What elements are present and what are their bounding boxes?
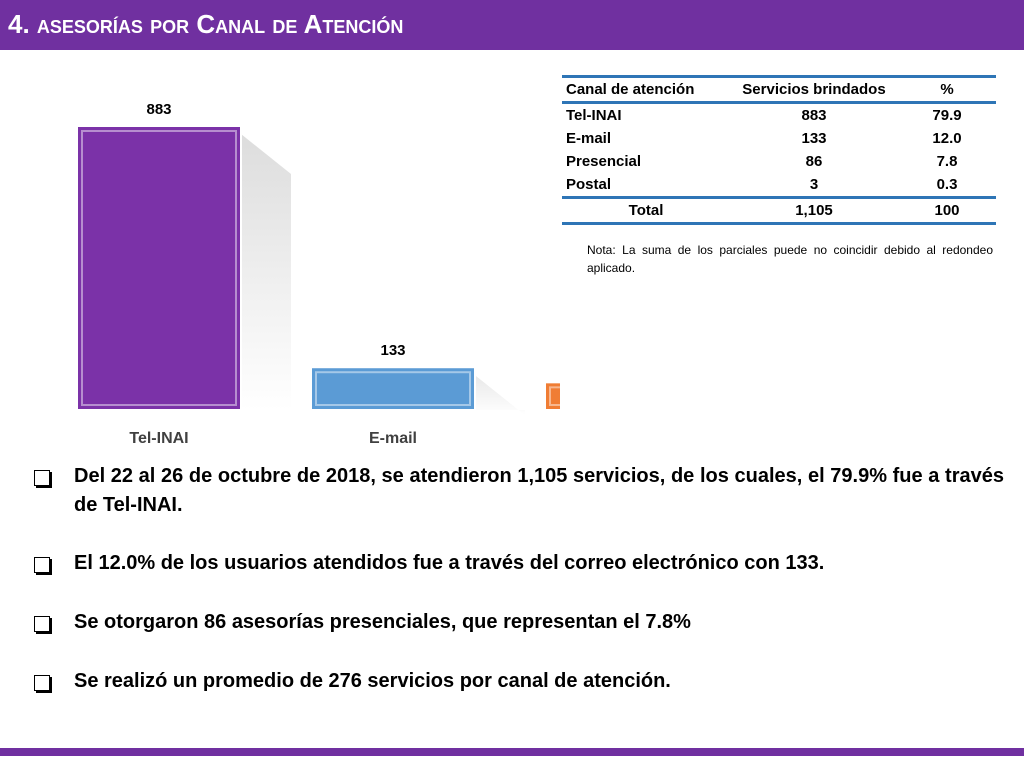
- category-label: E-mail: [369, 430, 417, 447]
- table-cell: Tel-INAI: [566, 107, 622, 124]
- bullet-text: Se realizó un promedio de 276 servicios …: [74, 670, 671, 692]
- bar-bevel: [81, 130, 237, 406]
- checkbox-bullet-icon: [34, 470, 50, 486]
- data-table: Canal de atención Servicios brindados % …: [562, 75, 996, 225]
- checkbox-bullet-icon: [34, 616, 50, 632]
- list-item: Se otorgaron 86 asesorías presenciales, …: [34, 608, 1004, 637]
- table-cell: 883: [801, 107, 827, 124]
- bar-shadow: [475, 375, 525, 416]
- table-header: Canal de atención: [566, 81, 695, 98]
- table-cell: 12.0: [932, 130, 962, 147]
- bullet-text: Se otorgaron 86 asesorías presenciales, …: [74, 611, 691, 633]
- table-header: Servicios brindados: [742, 81, 886, 98]
- table-cell: 133: [801, 130, 827, 147]
- table-cell: 86: [805, 153, 823, 170]
- table-cell: 1,105: [795, 202, 833, 219]
- table-row: Tel-INAI 883 79.9: [562, 103, 996, 128]
- bullet-text: El 12.0% de los usuarios atendidos fue a…: [74, 552, 825, 574]
- data-label: 883: [146, 101, 171, 118]
- data-label: 133: [380, 342, 405, 359]
- bar-tel-inai: [76, 125, 242, 411]
- table-cell: Postal: [566, 176, 612, 193]
- table-row: E-mail 133 12.0: [562, 127, 996, 150]
- table-cell: 3: [809, 176, 819, 193]
- bar-e-mail: [310, 366, 476, 412]
- bullet-text: Del 22 al 26 de octubre de 2018, se aten…: [74, 465, 1004, 516]
- page-title: 4. asesorías por Canal de Atención: [8, 9, 404, 39]
- table-cell: Total: [628, 202, 664, 219]
- table-cell: 0.3: [936, 176, 958, 193]
- bar-shadow: [241, 134, 291, 410]
- list-item: Del 22 al 26 de octubre de 2018, se aten…: [34, 462, 1004, 520]
- table-row: Postal 3 0.3: [562, 173, 996, 198]
- checkbox-bullet-icon: [34, 557, 50, 573]
- bottom-bar: [0, 748, 1024, 756]
- checkbox-bullet-icon: [34, 675, 50, 691]
- bar-bevel: [315, 371, 471, 407]
- list-item: Se realizó un promedio de 276 servicios …: [34, 667, 1004, 696]
- table-cell: 79.9: [932, 107, 962, 124]
- table-cell: E-mail: [566, 130, 612, 147]
- bullet-list: Del 22 al 26 de octubre de 2018, se aten…: [34, 462, 1004, 726]
- bar-presencial: [544, 381, 560, 412]
- table-header-row: Canal de atención Servicios brindados %: [562, 76, 996, 103]
- table-total-row: Total 1,105 100: [562, 197, 996, 224]
- category-label: Tel-INAI: [129, 430, 188, 447]
- table-header: %: [940, 81, 954, 98]
- list-item: El 12.0% de los usuarios atendidos fue a…: [34, 549, 1004, 578]
- table-cell: Presencial: [566, 153, 642, 170]
- table-row: Presencial 86 7.8: [562, 150, 996, 173]
- bar-bevel: [549, 386, 560, 407]
- table-cell: 7.8: [936, 153, 958, 170]
- table-note: Nota: La suma de los parciales puede no …: [587, 243, 993, 275]
- table-cell: 100: [934, 202, 960, 219]
- title-bar: 4. asesorías por Canal de Atención: [0, 0, 1024, 50]
